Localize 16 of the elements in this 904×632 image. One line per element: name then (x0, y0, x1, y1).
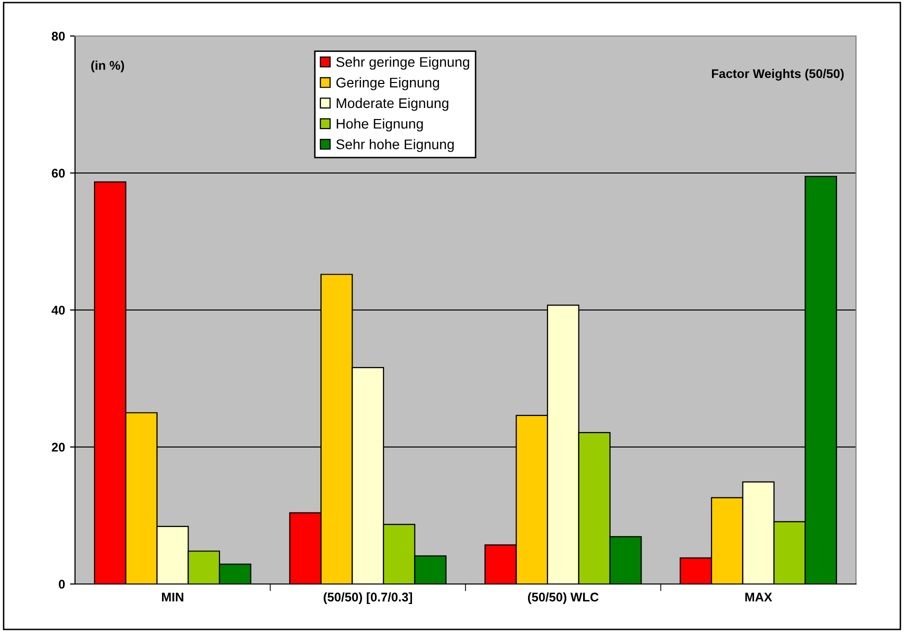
x-tick-label: (50/50) WLC (528, 592, 599, 604)
y-tick-label: 40 (52, 306, 65, 315)
legend-label: Geringe Eignung (336, 77, 440, 90)
x-tick-label: MIN (162, 592, 184, 602)
legend-label: Moderate Eignung (336, 98, 448, 111)
y-tick-label: 60 (52, 168, 65, 178)
y-tick-label: 80 (52, 32, 65, 41)
legend-label: Sehr hohe Eignung (336, 139, 454, 152)
legend-label: Sehr geringe Eignung (336, 56, 470, 70)
y-tick-label: 20 (52, 442, 65, 452)
annotation: (in %) (91, 60, 124, 72)
x-tick-label: (50/50) [0.7/0.3] (324, 592, 412, 604)
annotation: Factor Weights (50/50) (712, 68, 844, 81)
y-tick-label: 0 (58, 580, 65, 589)
x-tick-label: MAX (745, 592, 772, 602)
legend-label: Hohe Eignung (336, 118, 423, 132)
